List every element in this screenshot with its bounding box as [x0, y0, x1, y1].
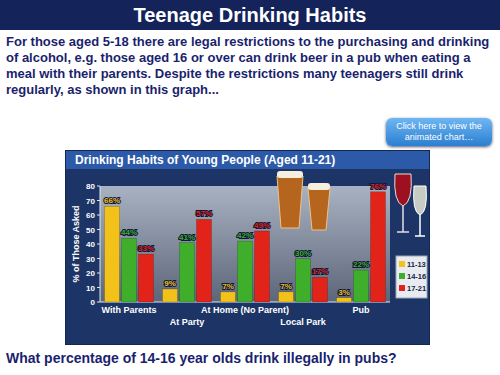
y-tick-label: 60: [86, 211, 95, 220]
x-tick-label: Pub: [353, 305, 371, 315]
data-label: 44%: [121, 228, 137, 237]
bar: [371, 192, 386, 302]
bar: [122, 238, 137, 302]
slide: Teenage Drinking Habits For those aged 5…: [0, 0, 500, 375]
bar: [105, 206, 120, 302]
bar: [163, 289, 178, 302]
bar: [238, 241, 253, 302]
legend-label: 17-21: [407, 284, 426, 293]
white-wine-glass: [414, 186, 427, 215]
plot-background: [100, 186, 390, 302]
data-label: 9%: [164, 279, 176, 288]
wine-glass: [395, 174, 412, 206]
bar: [279, 292, 294, 302]
bar: [296, 259, 311, 303]
white-wine-base: [415, 235, 425, 237]
legend-label: 11-13: [407, 260, 426, 269]
data-label: 22%: [353, 260, 369, 269]
legend-box: [396, 256, 427, 298]
bar: [337, 298, 352, 302]
chart-panel: Drinking Habits of Young People (Aged 11…: [65, 150, 430, 345]
beer-froth: [277, 171, 303, 178]
panel-title-bar: [66, 151, 429, 169]
y-tick-label: 40: [86, 240, 95, 249]
bar: [180, 243, 195, 302]
legend-swatch: [399, 261, 405, 267]
slide-title: Teenage Drinking Habits: [0, 0, 500, 30]
data-label: 33%: [138, 244, 154, 253]
bar: [354, 270, 369, 302]
data-label: 3%: [338, 288, 350, 297]
wine-glass-stem: [402, 206, 404, 232]
data-label: 30%: [295, 249, 311, 258]
white-wine-stem: [419, 215, 421, 236]
bar: [139, 254, 154, 302]
x-tick-label: Local Park: [280, 317, 327, 327]
y-tick-label: 30: [86, 255, 95, 264]
beer-froth: [308, 183, 330, 190]
data-label: 76%: [370, 182, 386, 191]
y-tick-label: 80: [86, 182, 95, 191]
x-tick-label: At Home (No Parent): [201, 305, 289, 315]
bar: [313, 277, 328, 302]
data-label: 41%: [179, 233, 195, 242]
y-axis-label: % of Those Asked: [71, 205, 81, 282]
bars: [105, 192, 386, 302]
data-label: 7%: [280, 282, 292, 291]
data-label: 49%: [254, 221, 270, 230]
animated-chart-button[interactable]: Click here to view the animated chart…: [386, 118, 492, 146]
y-tick-label: 0: [91, 298, 96, 307]
data-labels: 66% 9% 7% 7% 3% 44% 41% 42% 30% 22% 33% 57% 49% 17% 76…: [104, 182, 386, 297]
y-tick-label: 70: [86, 197, 95, 206]
y-axis: [100, 186, 101, 302]
panel-background: [65, 150, 430, 345]
beer-glass: [277, 176, 303, 228]
legend-swatch: [399, 273, 405, 279]
x-tick-label: With Parents: [102, 305, 157, 315]
chart-title: Drinking Habits of Young People (Aged 11…: [75, 153, 335, 167]
wine-glass-base: [397, 231, 409, 233]
legend-swatch: [399, 285, 405, 291]
legend-label: 14-16: [407, 272, 426, 281]
data-label: 7%: [222, 282, 234, 291]
data-label: 42%: [237, 231, 253, 240]
bar: [255, 231, 270, 302]
question: What percentage of 14-16 year olds drink…: [6, 348, 500, 368]
slide-text: For those aged 5-18 there are legal rest…: [6, 34, 494, 98]
data-label: 57%: [196, 209, 212, 218]
y-tick-label: 10: [86, 284, 95, 293]
data-label: 17%: [312, 267, 328, 276]
data-label: 66%: [104, 196, 120, 205]
beer-glass: [308, 188, 330, 230]
bar: [197, 219, 212, 302]
x-tick-label: At Party: [170, 317, 205, 327]
y-tick-label: 20: [86, 269, 95, 278]
y-tick-label: 50: [86, 226, 95, 235]
bar: [221, 292, 236, 302]
